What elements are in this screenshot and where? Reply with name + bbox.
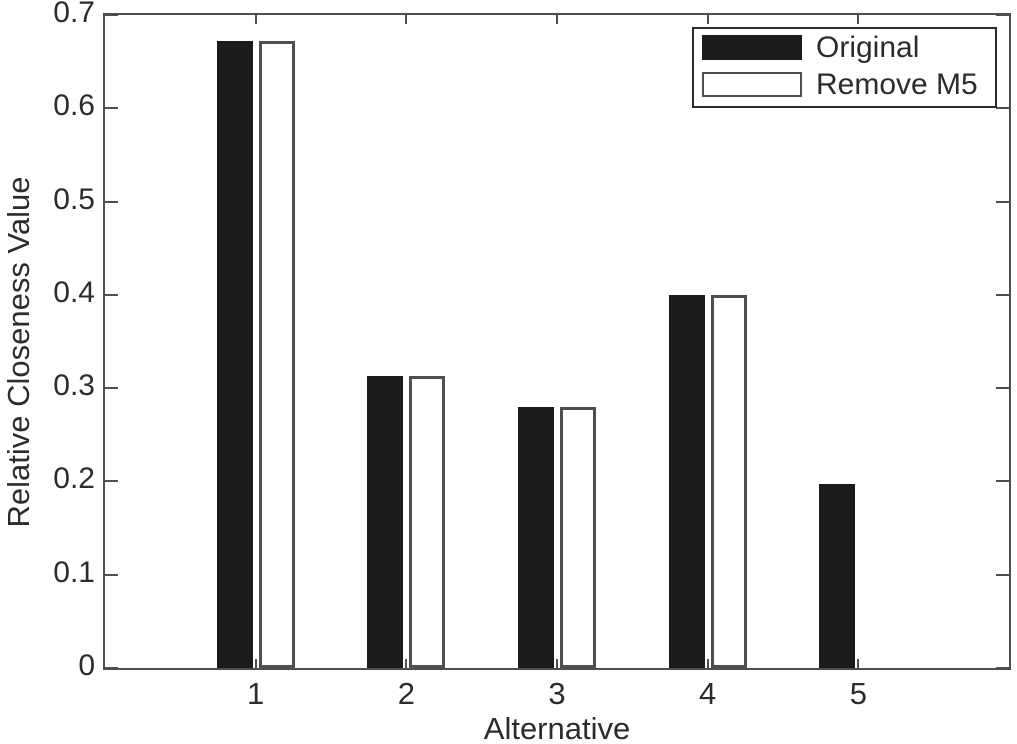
y-tick-label: 0.7 xyxy=(53,0,95,29)
y-tick-label: 0.5 xyxy=(53,182,95,216)
x-axis-tick xyxy=(706,15,709,24)
legend-swatch-remove-m5 xyxy=(702,72,802,97)
y-axis-tick xyxy=(105,107,118,110)
bar-original-5 xyxy=(819,484,856,668)
y-tick-label: 0.4 xyxy=(53,275,95,309)
x-tick-label: 1 xyxy=(247,676,265,711)
x-axis-title: Alternative xyxy=(483,711,631,744)
legend-swatch-original xyxy=(702,35,802,60)
bar-remove-m5-4 xyxy=(710,294,747,668)
legend-label-original: Original xyxy=(816,30,920,64)
bar-original-1 xyxy=(216,41,253,668)
y-axis-tick xyxy=(105,667,118,669)
y-axis-tick xyxy=(105,387,118,390)
x-axis-tick xyxy=(706,659,709,668)
bar-original-3 xyxy=(518,406,554,668)
y-axis-tick xyxy=(105,293,118,296)
x-tick-label: 3 xyxy=(548,676,566,711)
bar-original-4 xyxy=(668,294,705,668)
y-tick-label: 0.2 xyxy=(53,462,95,496)
bar-remove-m5-1 xyxy=(258,41,295,668)
y-tick-labels: 0 0.1 0.2 0.3 0.4 0.5 0.6 0.7 xyxy=(0,0,95,744)
y-axis-tick xyxy=(996,573,1009,576)
x-axis-tick xyxy=(405,659,408,668)
bars-layer xyxy=(105,15,1009,668)
y-axis-tick xyxy=(105,14,118,16)
y-axis-tick xyxy=(105,200,118,203)
x-axis-tick xyxy=(556,659,558,668)
y-tick-label: 0.1 xyxy=(53,555,95,589)
x-axis-tick xyxy=(556,15,558,24)
y-axis-tick xyxy=(105,480,118,483)
y-axis-tick xyxy=(996,667,1009,669)
x-axis-tick xyxy=(857,15,860,24)
y-tick-label: 0 xyxy=(78,649,95,682)
y-tick-label: 0.6 xyxy=(53,89,95,123)
y-axis-tick xyxy=(105,573,118,576)
y-axis-tick xyxy=(996,480,1009,483)
x-tick-label: 2 xyxy=(397,676,415,711)
x-axis-tick xyxy=(857,659,860,668)
legend-item-remove-m5: Remove M5 xyxy=(702,67,995,101)
x-tick-label: 4 xyxy=(699,676,717,711)
y-axis-tick xyxy=(996,14,1009,16)
x-axis-tick xyxy=(254,15,257,24)
y-tick-label: 0.3 xyxy=(53,369,95,403)
x-tick-label: 5 xyxy=(849,676,867,711)
y-axis-tick xyxy=(996,387,1009,390)
plot-area: Original Remove M5 xyxy=(103,13,1011,670)
axis-ticks-layer xyxy=(105,14,1009,669)
legend-item-original: Original xyxy=(702,30,995,64)
y-axis-tick xyxy=(996,293,1009,296)
legend-label-remove-m5: Remove M5 xyxy=(816,67,978,101)
legend: Original Remove M5 xyxy=(692,27,997,108)
bar-remove-m5-2 xyxy=(409,376,446,668)
x-axis-tick xyxy=(254,659,257,668)
y-axis-tick xyxy=(996,107,1009,110)
bar-remove-m5-3 xyxy=(560,406,596,668)
bar-original-2 xyxy=(367,376,404,668)
y-axis-tick xyxy=(996,200,1009,203)
x-axis-tick xyxy=(405,15,408,24)
